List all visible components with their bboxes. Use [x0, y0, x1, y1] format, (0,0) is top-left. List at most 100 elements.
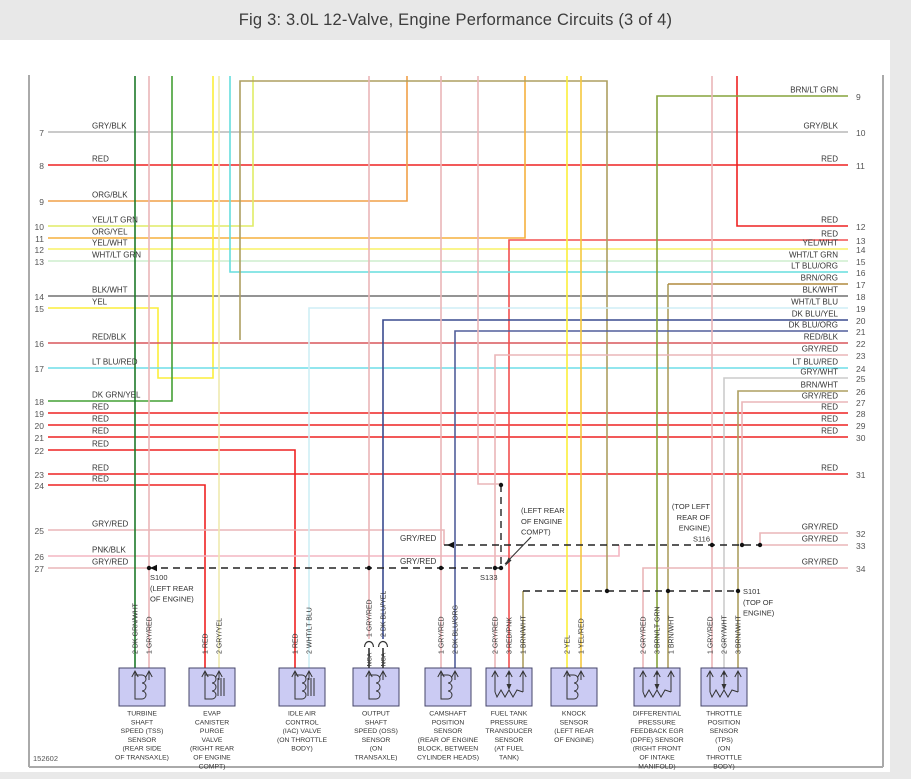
splice-notes: S100 (LEFT REAR OF ENGINE) S133 (TOP LEFT REA…	[150, 502, 775, 618]
pin-label: 2 WHT/LT BLU	[307, 607, 314, 654]
splice-arrows	[150, 536, 532, 572]
pin-label: 2 GRY/WHT	[722, 615, 729, 654]
right-wire-label: GRY/RED	[802, 558, 839, 567]
left-pin-number: 21	[35, 433, 45, 443]
left-pin-number: 18	[35, 397, 45, 407]
pot-wiper-dot	[655, 672, 659, 675]
pot-wiper-dot	[507, 672, 511, 675]
coil-frame	[368, 674, 376, 700]
junction-dot	[498, 482, 504, 488]
pin-label: 1 RED	[203, 633, 210, 654]
right-pin-number: 10	[856, 128, 866, 138]
right-pin-number: 19	[856, 304, 866, 314]
right-wire-label: DK BLU/ORG	[789, 321, 838, 330]
right-pin-number: 11	[856, 161, 865, 171]
left-wire-label: GRY/BLK	[92, 122, 127, 131]
wire-yel	[48, 76, 214, 379]
left-pin-number: 8	[39, 161, 44, 171]
left-wire-label: YEL/WHT	[92, 239, 128, 248]
wire-org-blk	[48, 76, 408, 202]
component-label: IDLE AIR CONTROL (IAC) VALVE (ON THROTTLE BO…	[277, 711, 328, 753]
component-camshaft-position-sensor: 1 GRY/RED 2 DK BLU/ORG CAMSHAFT POSITION SEN…	[417, 605, 479, 762]
wire-red	[48, 449, 296, 668]
wire-org-yel	[48, 76, 526, 239]
coil-icon	[301, 674, 307, 700]
left-pin-number: 26	[35, 552, 45, 562]
figure-title: Fig 3: 3.0L 12-Valve, Engine Performance…	[238, 10, 673, 29]
wire-brn-wht	[737, 390, 848, 668]
nca-break-icon	[377, 640, 389, 648]
right-wire-label: RED	[821, 427, 838, 436]
wire-brn-wht	[239, 80, 608, 591]
wire-lt-blu-org	[229, 76, 848, 273]
component-iac-valve: 1 RED 2 WHT/LT BLU IDLE AIR CONTROL (IAC) VA…	[277, 607, 328, 753]
pin-label: 2 DK GRN/WHT	[133, 602, 140, 654]
left-wire-label: GRY/RED	[92, 558, 129, 567]
pin-label: 1 GRY/RED	[367, 599, 374, 637]
right-pin-number: 15	[856, 257, 866, 267]
pin-label: 2 GRY/RED	[493, 616, 500, 654]
right-wire-label: GRY/RED	[802, 345, 839, 354]
component-box	[424, 667, 472, 707]
junction-dot	[438, 565, 444, 571]
right-pin-number: 13	[856, 236, 866, 246]
right-wire-label: RED	[821, 415, 838, 424]
right-pin-number: 21	[856, 327, 866, 337]
right-pin-number: 28	[856, 409, 866, 419]
splice-note-left-rear-compt: (LEFT REAR OF ENGINE COMPT)	[521, 506, 565, 537]
wire-gry-wht	[723, 377, 848, 668]
left-pin-number: 13	[35, 257, 45, 267]
coil-frame	[566, 674, 574, 700]
left-wire-label: RED	[92, 427, 109, 436]
splice-note-s116: (TOP LEFT REAR OF ENGINE) S116	[672, 502, 711, 543]
left-pin-number: 25	[35, 526, 45, 536]
right-pin-number: 29	[856, 421, 866, 431]
component-label: CAMSHAFT POSITION SENSOR (REAR OF ENGINE BLO…	[417, 711, 479, 762]
left-wire-label: ORG/BLK	[92, 191, 128, 200]
left-pin-number: 15	[35, 304, 45, 314]
component-oss-sensor: 1 GRY/RED NCA 2 DK BLU/YEL NCA OUTPUT SHAFT SP…	[352, 591, 400, 762]
right-wire-label: GRY/RED	[802, 392, 839, 401]
wire-dk-blu-org	[454, 330, 848, 668]
left-wire-label: RED	[92, 403, 109, 412]
right-wire-label: RED	[821, 216, 838, 225]
left-pin-number: 23	[35, 470, 45, 480]
pot-wiper-arrow-icon	[506, 684, 512, 690]
pin-label: 2 YEL	[565, 635, 572, 654]
wire-gry-red	[741, 401, 848, 545]
junction-dot	[146, 565, 152, 571]
right-wire-label: BRN/LT GRN	[790, 86, 838, 95]
component-label: FUEL TANK PRESSURE TRANSDUCER SENSOR (AT FUE…	[485, 711, 532, 762]
right-wire-label: LT BLU/RED	[793, 358, 839, 367]
left-wire-label: RED	[92, 475, 109, 484]
left-pin-number: 12	[35, 245, 45, 255]
junction-dot	[492, 565, 498, 571]
junction-dots	[146, 482, 763, 594]
right-wire-label: RED	[821, 230, 838, 239]
right-pin-number: 22	[856, 339, 866, 349]
component-label: THROTTLE POSITION SENSOR (TPS) (ON THROTTLE BO…	[706, 711, 742, 771]
right-pin-number: 17	[856, 280, 866, 290]
pot-wiper-dot	[722, 672, 726, 675]
junction-dot	[366, 565, 372, 571]
splice-note-s133: S133	[480, 573, 498, 582]
right-pin-number: 30	[856, 433, 866, 443]
pin-label: 3 RED/PNK	[507, 617, 514, 654]
component-box	[188, 667, 236, 707]
right-pin-number: 14	[856, 245, 866, 255]
wire-gry-red	[477, 76, 501, 485]
component-box	[550, 667, 598, 707]
right-pin-number: 23	[856, 351, 866, 361]
left-pin-number: 14	[35, 292, 45, 302]
left-pin-number: 20	[35, 421, 45, 431]
pot-resistor-icon	[494, 688, 524, 699]
wire-wht-lt-blu	[308, 307, 848, 668]
left-wire-label: RED/BLK	[92, 333, 127, 342]
coil-icon	[211, 674, 217, 700]
component-box	[278, 667, 326, 707]
pot-wiper-arrow-icon	[654, 684, 660, 690]
pin-label: 2 GRY/RED	[641, 616, 648, 654]
diagram-border	[28, 75, 884, 768]
left-wire-label: PNK/BLK	[92, 546, 126, 555]
left-pin-number: 10	[35, 222, 45, 232]
